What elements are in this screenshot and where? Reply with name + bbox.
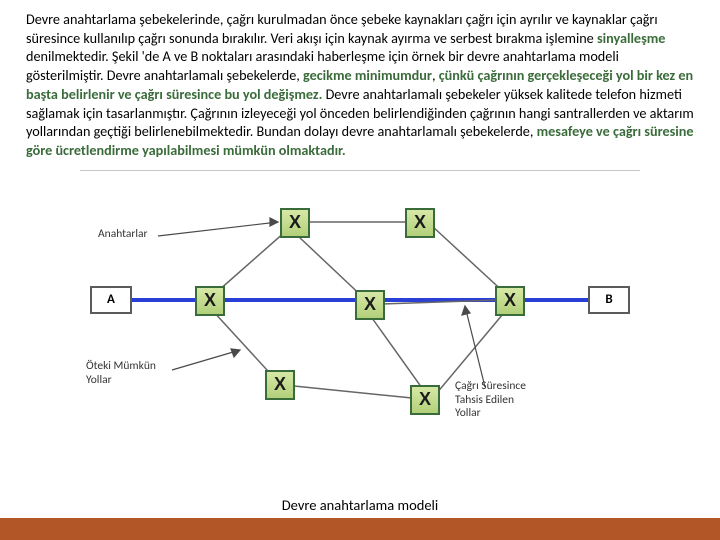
switch-node-1: X bbox=[195, 286, 225, 316]
label-other-paths-l1: Öteki Mümkün bbox=[86, 359, 156, 373]
endpoint-a: A bbox=[90, 286, 132, 314]
switch-node-5: X bbox=[495, 286, 525, 316]
label-assigned-l1: Çağrı Süresince bbox=[455, 379, 526, 393]
label-other-paths-l2: Yollar bbox=[86, 373, 112, 387]
label-other-paths: Öteki Mümkün Yollar bbox=[86, 360, 156, 388]
switch-node-7: X bbox=[410, 385, 440, 415]
label-assigned-path: Çağrı Süresince Tahsis Edilen Yollar bbox=[455, 380, 526, 421]
label-switches: Anahtarlar bbox=[98, 228, 148, 242]
label-assigned-l3: Yollar bbox=[455, 406, 481, 420]
text-seg3: , bbox=[432, 66, 439, 84]
paragraph: Devre anahtarlama şebekelerinde, çağrı k… bbox=[0, 0, 720, 166]
footer-bar bbox=[0, 518, 720, 540]
switch-node-3: X bbox=[405, 208, 435, 238]
diagram-caption: Devre anahtarlama modeli bbox=[0, 496, 720, 514]
network-diagram: A B X X X X X X X Anahtarlar Öteki Mümkü… bbox=[80, 170, 640, 440]
switch-node-4: X bbox=[355, 290, 385, 320]
text-seg1: Devre anahtarlama şebekelerinde, çağrı k… bbox=[26, 10, 658, 47]
emph-2: gecikme minimumdur bbox=[303, 66, 432, 84]
endpoint-b: B bbox=[588, 286, 630, 314]
switch-node-2: X bbox=[280, 208, 310, 238]
label-assigned-l2: Tahsis Edilen bbox=[455, 393, 514, 407]
switch-node-6: X bbox=[265, 370, 295, 400]
emph-1: sinyalleşme bbox=[597, 29, 665, 47]
